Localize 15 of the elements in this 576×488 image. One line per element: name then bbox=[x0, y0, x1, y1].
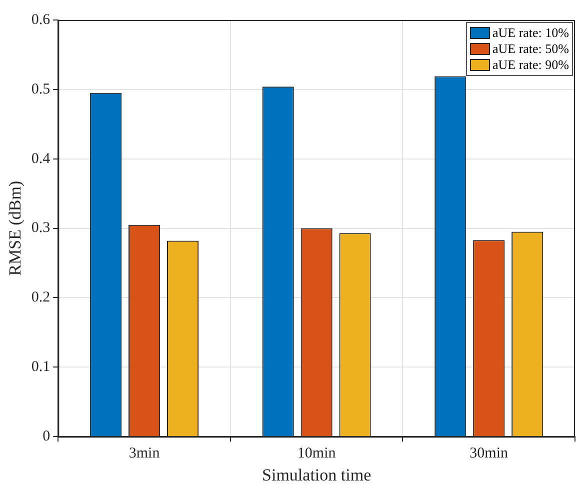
x-tick-label: 3min bbox=[128, 446, 160, 462]
legend-label: aUE rate: 50% bbox=[492, 41, 569, 57]
x-tick-label: 10min bbox=[297, 446, 336, 462]
legend-label: aUE rate: 10% bbox=[492, 25, 569, 41]
y-tick-label: 0.2 bbox=[31, 290, 50, 306]
y-tick-label: 0.5 bbox=[31, 81, 50, 98]
x-tick-label: 30min bbox=[470, 446, 509, 462]
y-axis-title: RMSE (dBm) bbox=[6, 180, 25, 276]
legend-label: aUE rate: 90% bbox=[492, 57, 569, 73]
y-tick-label: 0.4 bbox=[31, 150, 51, 167]
y-tick-label: 0.1 bbox=[31, 359, 50, 376]
x-axis-title: Simulation time bbox=[262, 465, 372, 484]
y-tick-label: 0 bbox=[42, 428, 50, 445]
y-tick-label: 0.6 bbox=[31, 12, 51, 28]
y-tick-label: 0.3 bbox=[31, 220, 50, 236]
